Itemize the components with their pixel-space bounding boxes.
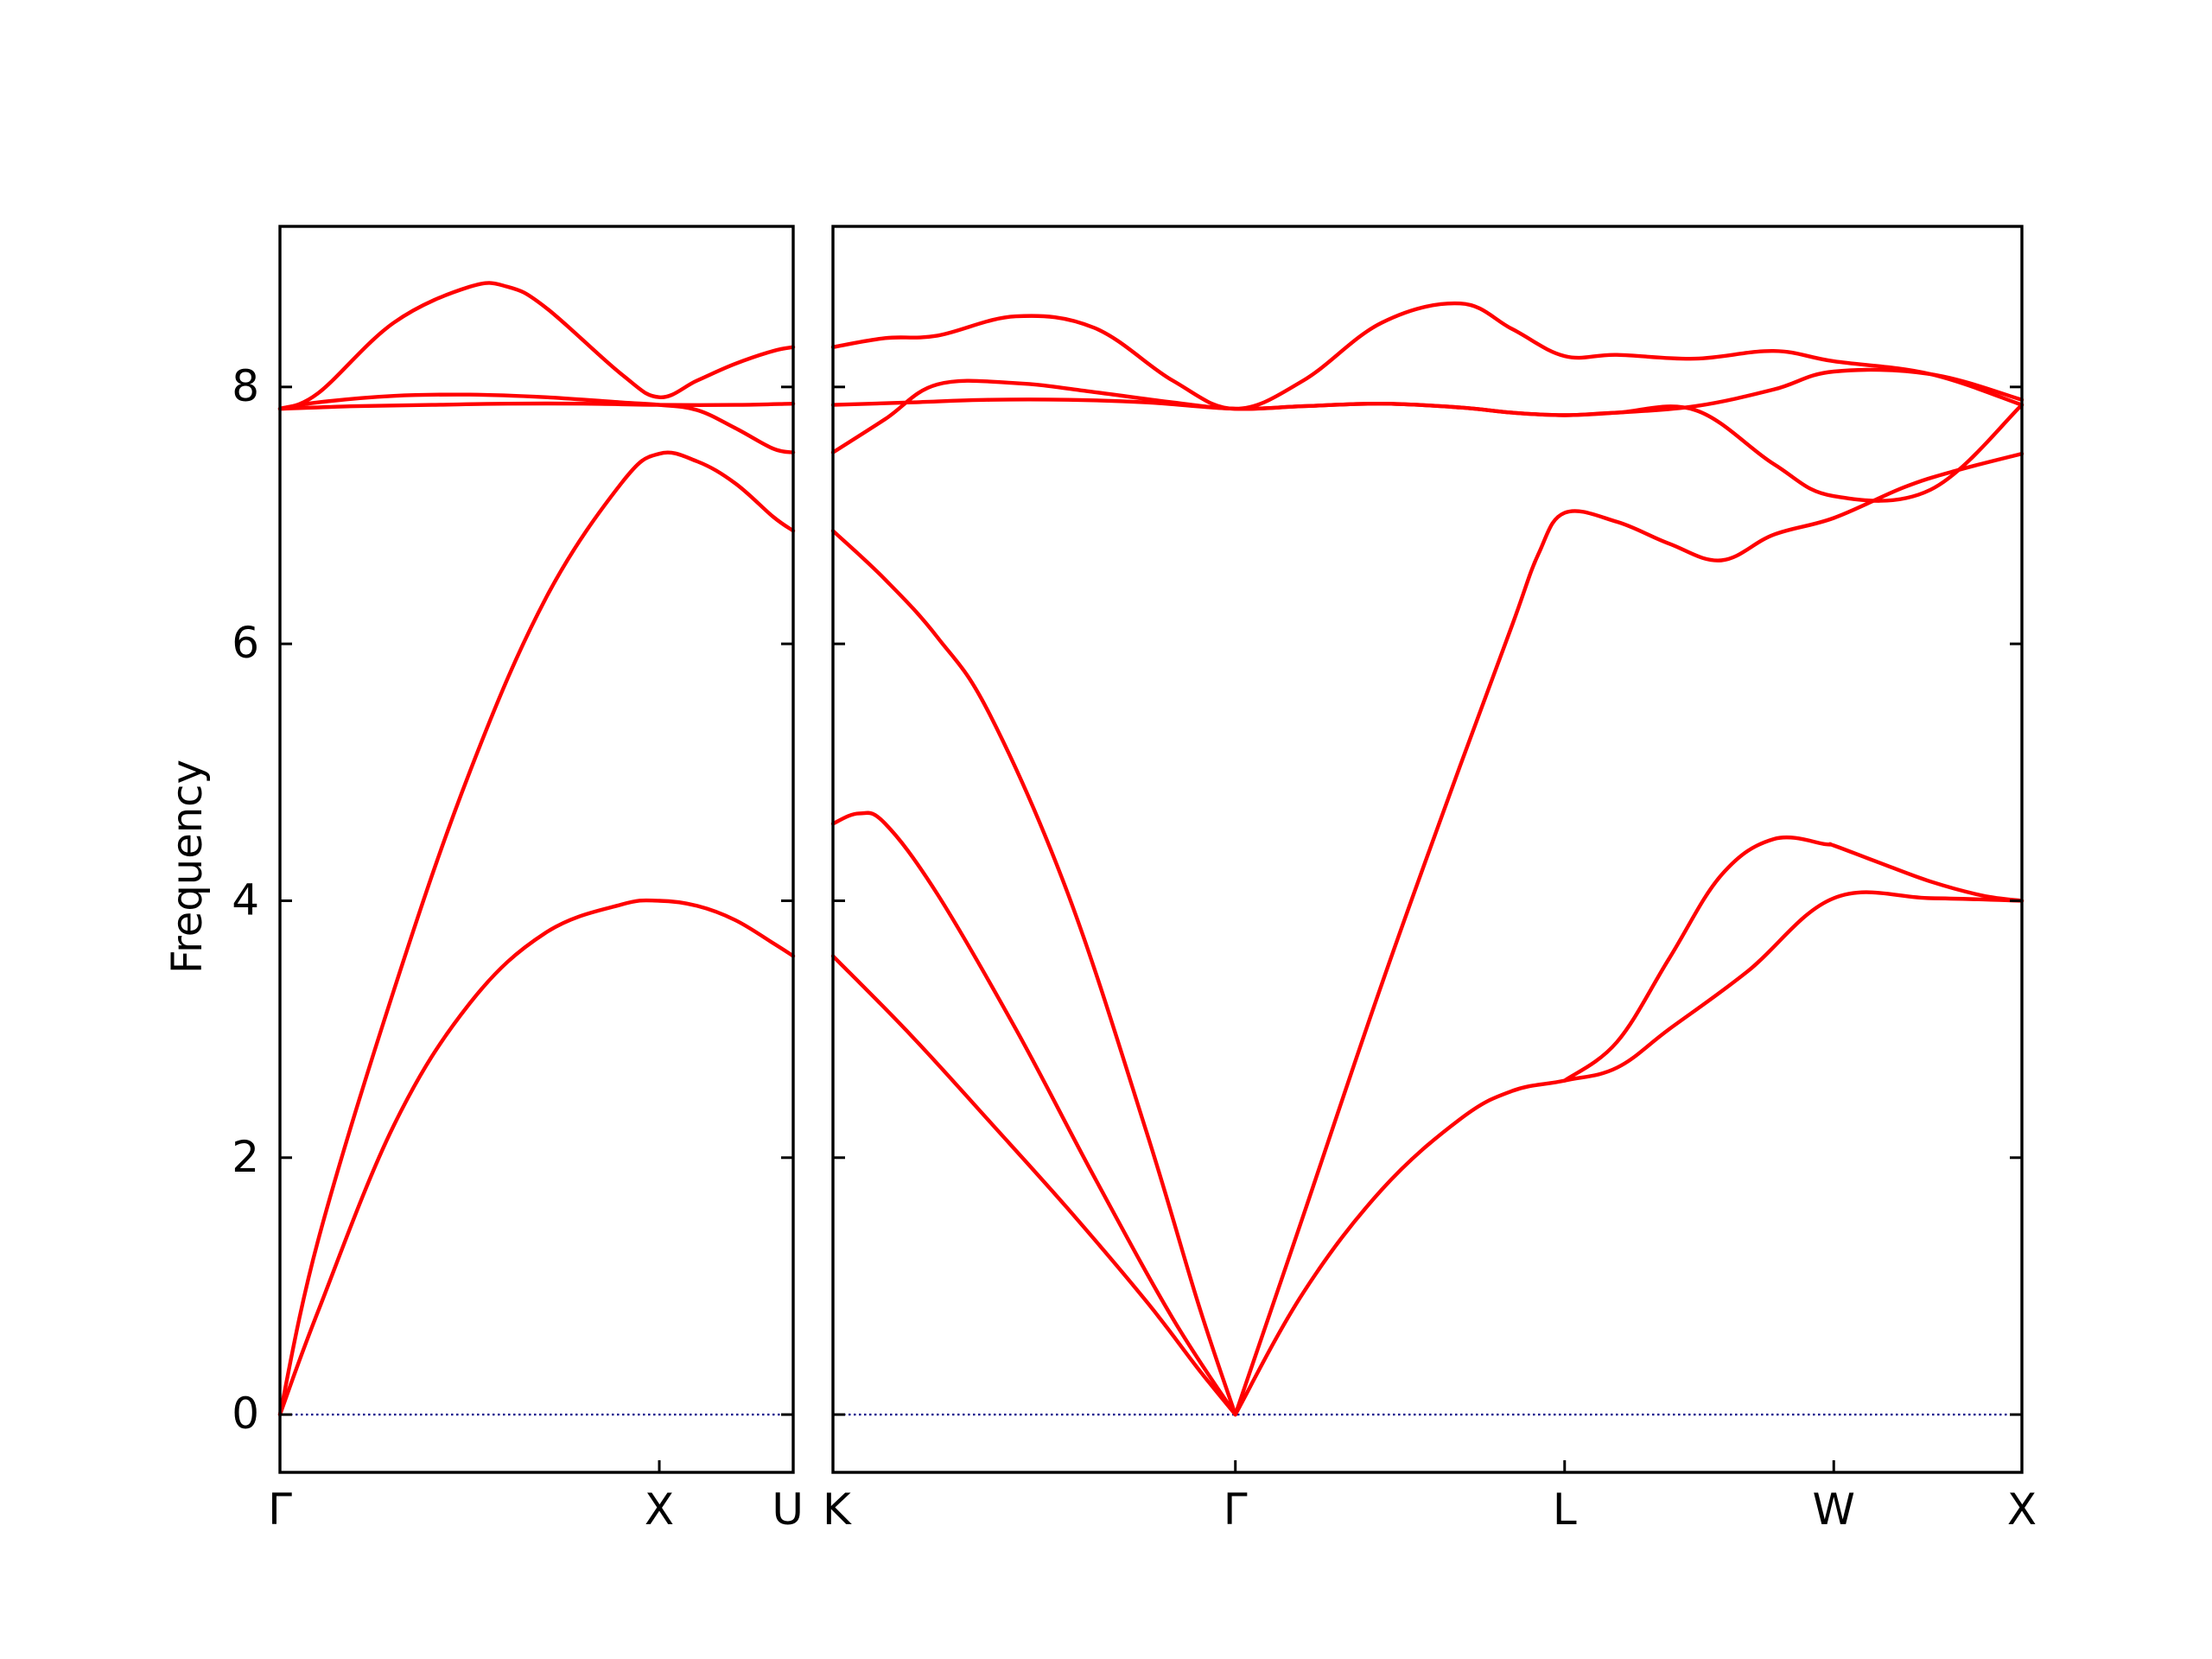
y-axis-label: Frequency — [163, 760, 212, 974]
y-tick-label: 0 — [232, 1389, 259, 1439]
x-tick-label: X — [645, 1484, 674, 1535]
band-line-3 — [830, 529, 1237, 1417]
x-tick-label: U — [772, 1484, 804, 1535]
band-line-8 — [830, 367, 2024, 417]
x-tick-label: X — [2007, 1484, 2037, 1535]
y-tick-label: 2 — [232, 1132, 259, 1182]
band-line-1 — [277, 898, 796, 1417]
x-tick-label: Γ — [268, 1484, 292, 1535]
band-line-2 — [830, 810, 1237, 1417]
band-line-4 — [1233, 890, 2024, 1417]
plot-frame — [831, 225, 2024, 1474]
y-tick-label: 8 — [232, 361, 259, 411]
x-tick-label: L — [1553, 1484, 1577, 1535]
y-tick-label: 6 — [232, 618, 259, 668]
band-line-4 — [277, 281, 796, 411]
x-tick-label: Γ — [1224, 1484, 1248, 1535]
band-line-5 — [1562, 835, 2024, 1083]
band-line-2 — [277, 450, 796, 1417]
band-line-6 — [1233, 451, 2024, 1417]
band-line-5 — [277, 401, 796, 411]
plot-frame — [278, 225, 795, 1474]
band-line-9 — [830, 301, 2024, 411]
y-tick-label: 4 — [232, 874, 259, 925]
x-tick-label: W — [1813, 1484, 1855, 1535]
left-panel: 0 2 4 6 8 Γ X U — [232, 225, 804, 1535]
band-line-3 — [277, 392, 796, 454]
band-line-1 — [830, 954, 1237, 1417]
x-tick-label: K — [823, 1484, 852, 1535]
